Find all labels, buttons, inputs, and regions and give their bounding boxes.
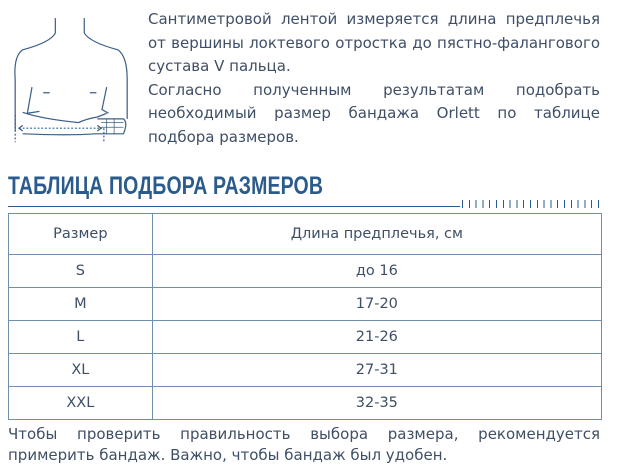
size-cell: L bbox=[8, 320, 153, 354]
size-cell: XXL bbox=[8, 386, 153, 420]
length-cell: 27-31 bbox=[151, 353, 603, 387]
forearm-measurement-illustration bbox=[14, 18, 128, 143]
table-header-row: Размер Длина предплечья, см bbox=[8, 213, 603, 255]
size-cell: XL bbox=[8, 353, 153, 387]
column-header-size: Размер bbox=[8, 213, 153, 255]
length-cell: 21-26 bbox=[151, 320, 603, 354]
heading-underline bbox=[8, 206, 460, 207]
fitting-note: Чтобы проверить правильность выбора разм… bbox=[8, 425, 600, 464]
section-heading: ТАБЛИЦА ПОДБОРА РАЗМЕРОВ bbox=[8, 172, 324, 200]
column-header-forearm-length: Длина предплечья, см bbox=[151, 213, 603, 255]
size-cell: M bbox=[8, 287, 153, 321]
size-cell: S bbox=[8, 254, 153, 288]
measurement-instructions: Сантиметровой лентой измеряется длина пр… bbox=[148, 10, 600, 75]
table-row: M 17-20 bbox=[8, 287, 603, 321]
length-cell: до 16 bbox=[151, 254, 603, 288]
table-row: XL 27-31 bbox=[8, 353, 603, 387]
instructions-text: Сантиметровой лентой измеряется длина пр… bbox=[148, 8, 600, 149]
size-selection-instructions: Согласно полученным результатам подобрат… bbox=[148, 80, 600, 146]
length-cell: 32-35 bbox=[151, 386, 603, 420]
decorative-ticks bbox=[462, 200, 602, 208]
table-row: XXL 32-35 bbox=[8, 386, 603, 420]
length-cell: 17-20 bbox=[151, 287, 603, 321]
table-row: L 21-26 bbox=[8, 320, 603, 354]
